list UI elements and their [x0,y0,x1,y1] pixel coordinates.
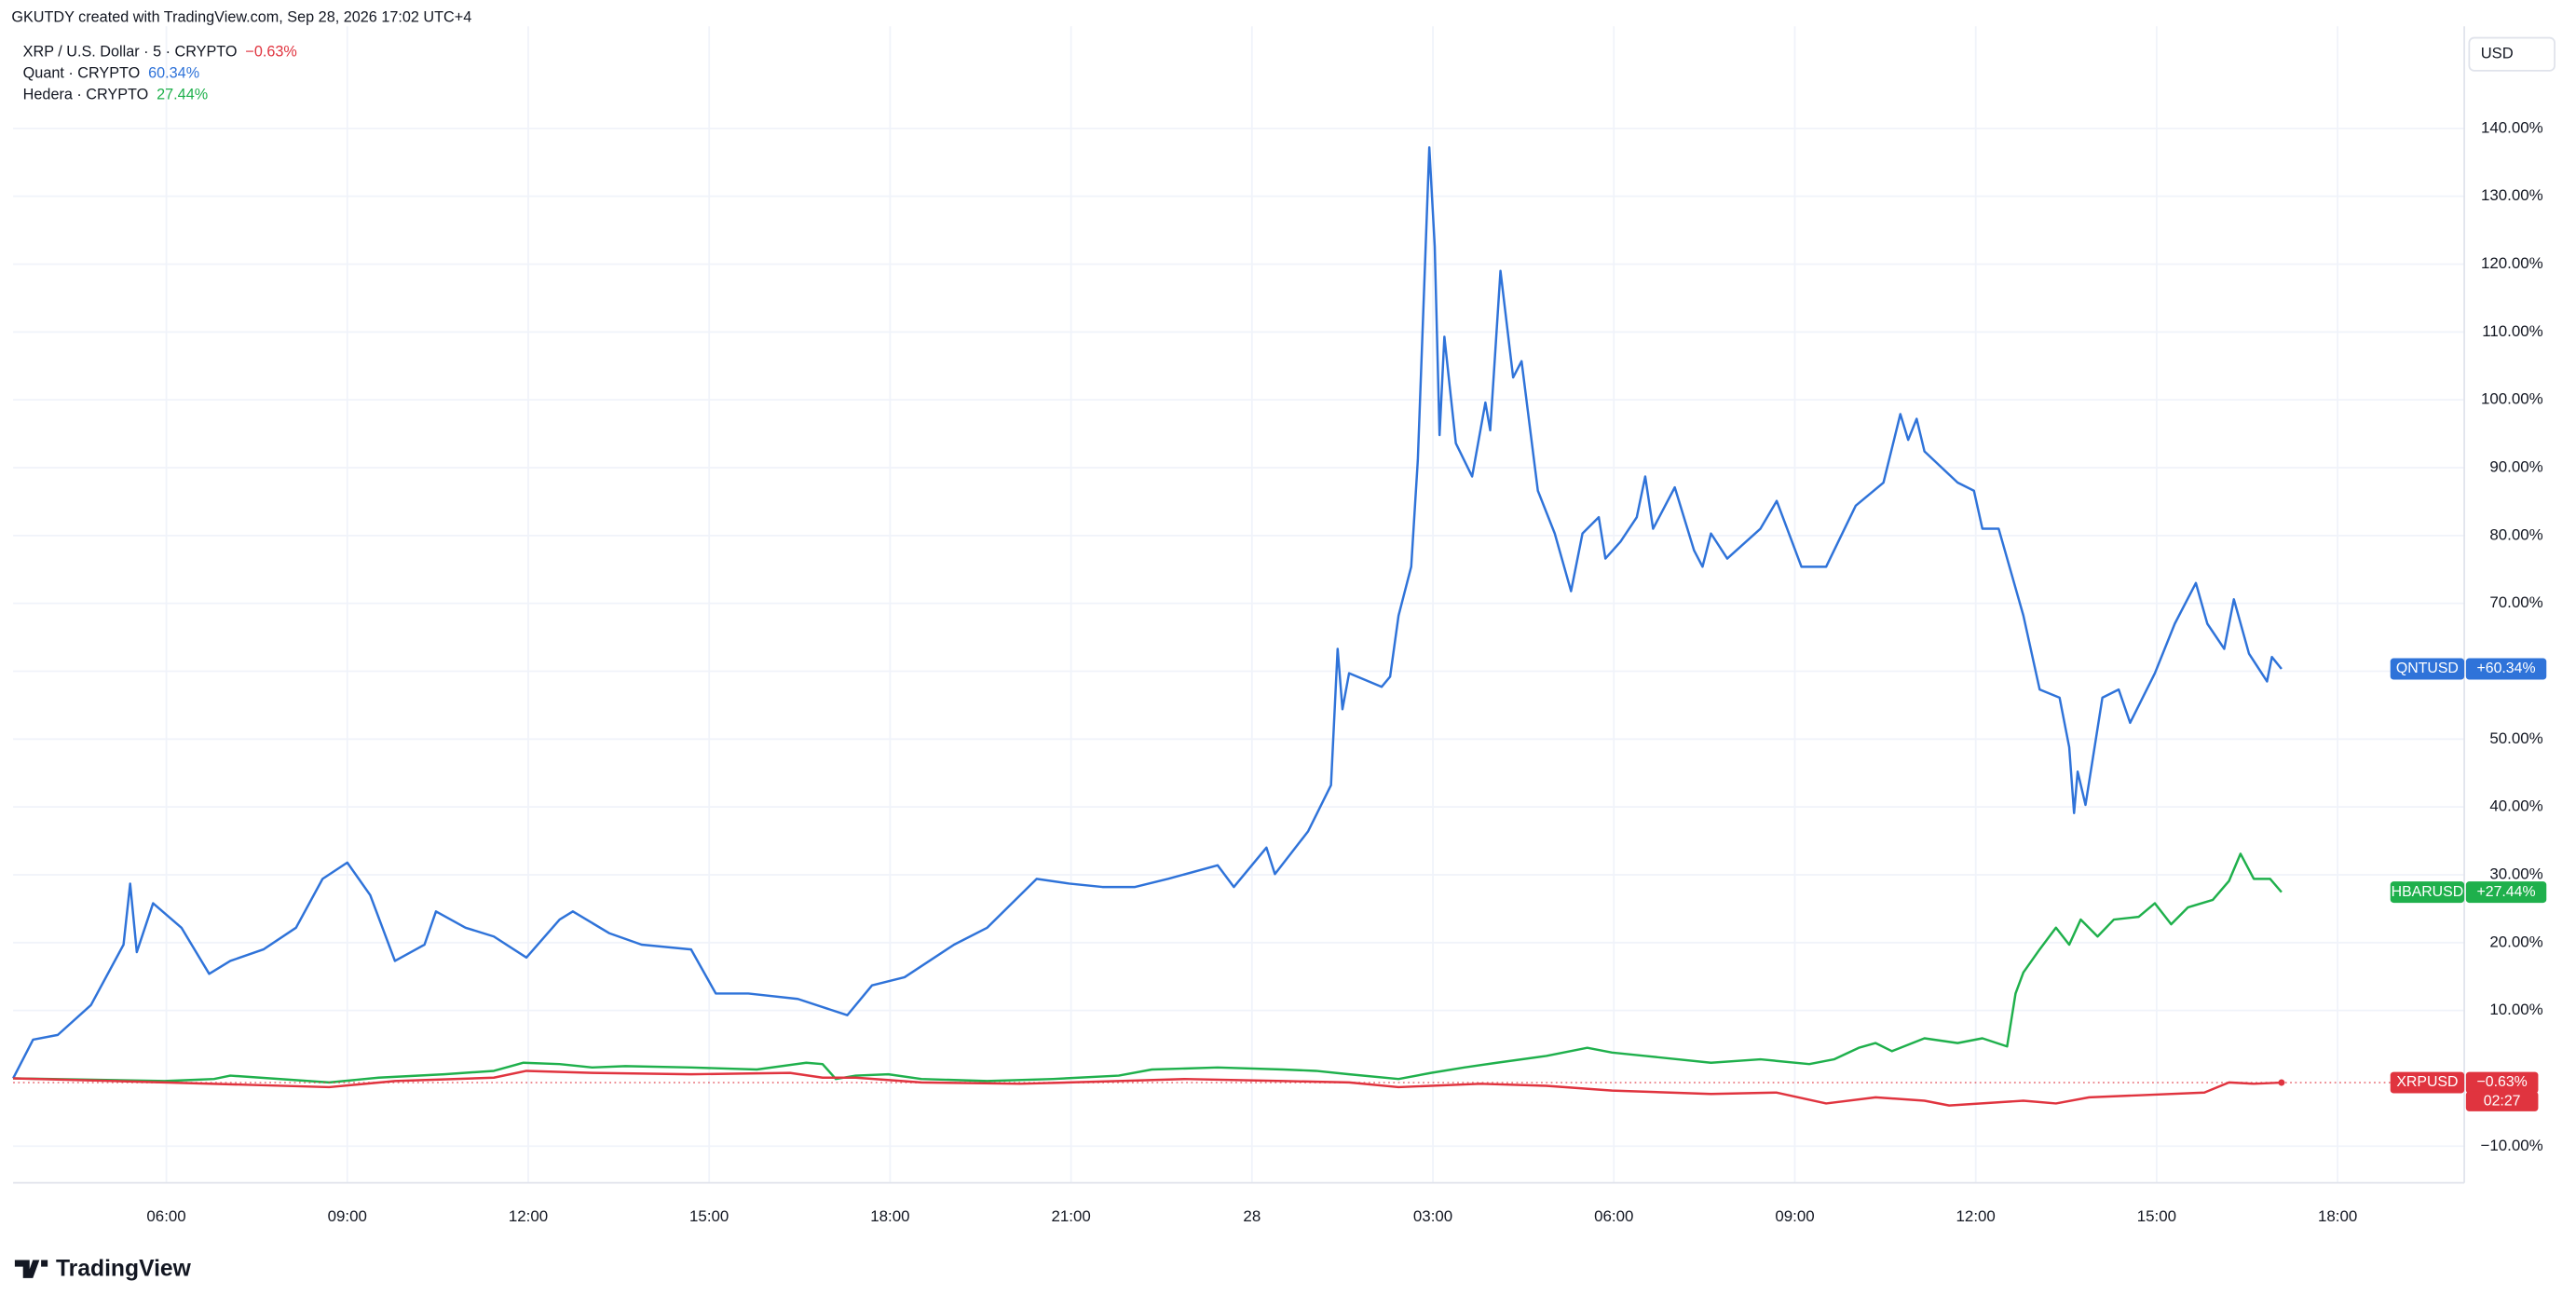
y-tick-label: 40.00% [2489,797,2542,815]
legend-name: XRP / U.S. Dollar · 5 · CRYPTO [23,44,238,61]
x-tick-label: 09:00 [328,1207,367,1225]
price-tags: XRPUSD −0.63% 02:27 QNTUSD +60.34% HBARUSD +27… [2390,658,2547,1111]
y-tick-label: 70.00% [2489,593,2542,611]
change-label: −0.63% [2477,1074,2528,1090]
legend-value: 60.34% [148,65,199,82]
last-point [2278,1079,2285,1086]
logo-icon [14,1260,48,1278]
header: GKUTDY created with TradingView.com, Sep… [11,9,471,26]
legend-name: Hedera · CRYPTO [23,87,149,103]
logo: TradingView [14,1257,192,1282]
ticker-tag [2390,658,2465,680]
countdown-label: 02:27 [2484,1094,2521,1110]
plot-area [12,145,2465,1107]
grid [13,26,2465,1183]
logo-text: TradingView [56,1257,192,1282]
x-tick-label: 03:00 [1413,1207,1452,1225]
y-tick-label: 10.00% [2489,1001,2542,1018]
currency-button-label[interactable]: USD [2481,45,2514,62]
ticker-label: QNTUSD [2396,661,2459,676]
legend: XRP / U.S. Dollar · 5 · CRYPTO −0.63% Quan… [23,44,297,103]
legend-name: Quant · CRYPTO [23,65,141,82]
legend-value: −0.63% [245,44,296,61]
x-tick-label: 28 [1243,1207,1261,1225]
change-tag [2465,881,2547,904]
y-tick-label: 130.00% [2481,186,2543,204]
x-tick-label: 21:00 [1051,1207,1090,1225]
y-tick-label: 110.00% [2482,322,2543,340]
y-tick-label: 140.00% [2481,118,2543,136]
ticker-label: HBARUSD [2392,884,2464,900]
series-line [12,145,2283,1080]
x-tick-label: 18:00 [870,1207,909,1225]
ticker-label: XRPUSD [2396,1074,2458,1090]
y-tick-label: 50.00% [2489,729,2542,747]
x-tick-label: 06:00 [146,1207,185,1225]
currency-button-frame[interactable] [2468,36,2556,72]
y-tick-label: 120.00% [2481,254,2543,272]
currency-button[interactable]: USD [2468,36,2556,72]
change-label: +27.44% [2477,884,2536,900]
series-line [13,1070,2282,1107]
x-tick-label: 15:00 [2137,1207,2176,1225]
series-line [13,852,2283,1084]
change-label: +60.34% [2477,661,2536,676]
axes: 06:00 09:00 12:00 15:00 18:00 21:00 28 03:00 06:… [146,118,2542,1225]
ticker-tag [2390,1071,2465,1094]
y-tick-label: 20.00% [2489,933,2542,950]
x-tick-label: 09:00 [1775,1207,1814,1225]
change-tag [2465,1071,2539,1094]
x-tick-label: 18:00 [2318,1207,2357,1225]
y-tick-label: −10.00% [2481,1137,2543,1154]
ticker-tag [2390,881,2465,904]
x-tick-label: 12:00 [509,1207,548,1225]
change-tag [2465,658,2547,680]
x-tick-label: 06:00 [1594,1207,1633,1225]
x-tick-label: 12:00 [1956,1207,1996,1225]
y-tick-label: 100.00% [2481,390,2543,408]
x-tick-label: 15:00 [689,1207,729,1225]
y-tick-label: 30.00% [2489,865,2542,882]
countdown-tag [2465,1091,2539,1111]
y-tick-label: 80.00% [2489,525,2542,543]
legend-value: 27.44% [157,87,208,103]
y-tick-label: 90.00% [2489,457,2542,475]
